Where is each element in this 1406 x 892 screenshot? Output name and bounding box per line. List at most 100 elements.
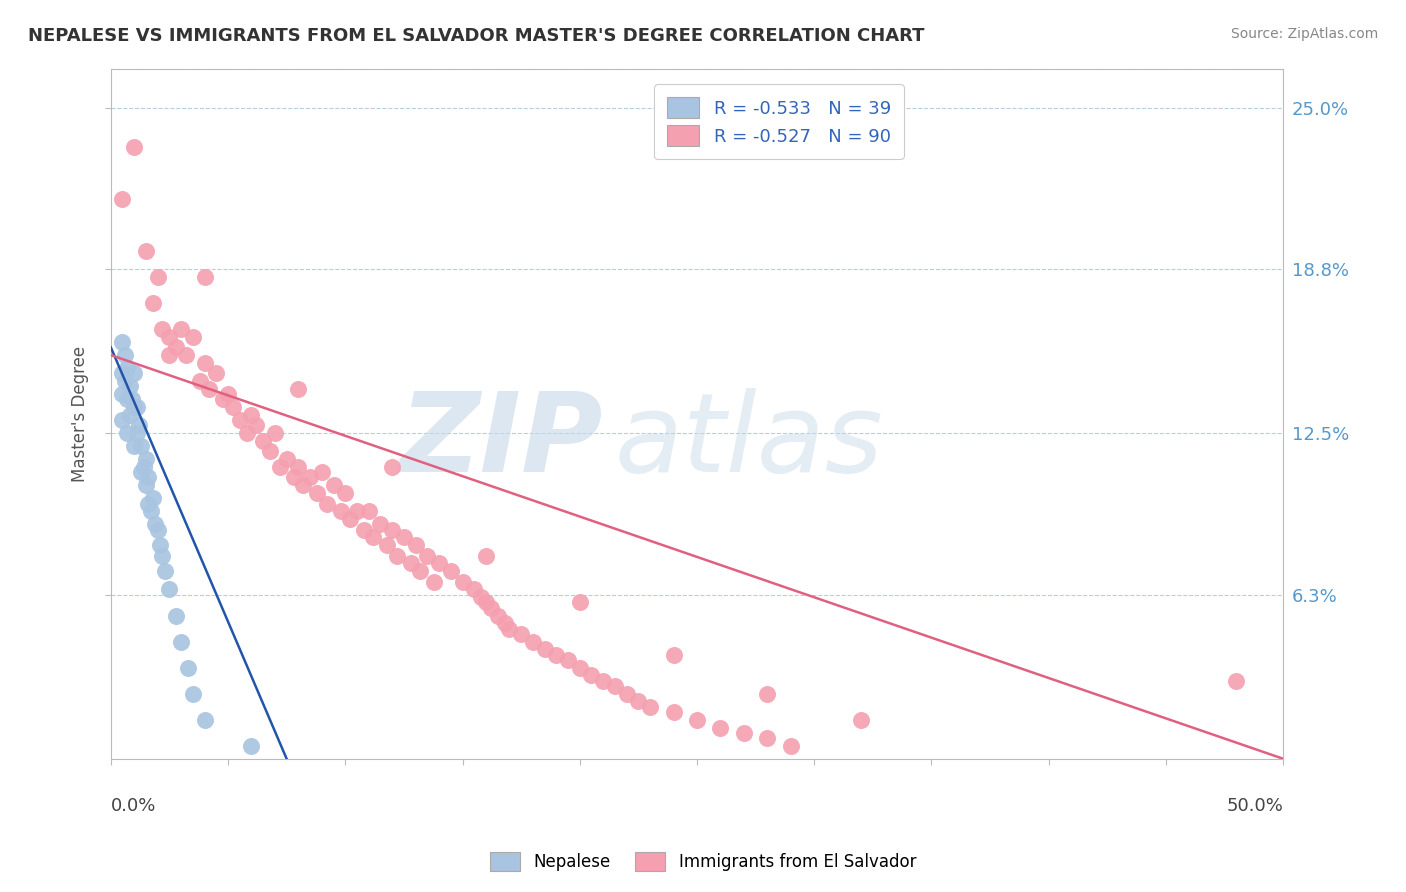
Point [353, 523, 375, 537]
Point [142, 296, 165, 310]
Point [416, 549, 439, 563]
Point [122, 400, 145, 414]
Point [146, 269, 169, 284]
Point [363, 530, 385, 544]
Point [627, 694, 650, 708]
Point [165, 340, 187, 354]
Legend: Nepalese, Immigrants from El Salvador: Nepalese, Immigrants from El Salvador [481, 843, 925, 880]
Point [125, 400, 148, 414]
Point [240, 739, 263, 753]
Point [193, 356, 215, 370]
Point [125, 426, 148, 441]
Point [217, 387, 239, 401]
Point [121, 392, 143, 407]
Point [114, 374, 136, 388]
Text: 0.0%: 0.0% [111, 797, 156, 814]
Point [122, 366, 145, 380]
Point [269, 460, 291, 475]
Point [174, 348, 197, 362]
Point [638, 699, 661, 714]
Point [399, 557, 422, 571]
Point [479, 600, 502, 615]
Point [779, 739, 801, 753]
Point [546, 648, 568, 662]
Point [170, 634, 193, 648]
Point [111, 192, 134, 206]
Text: atlas: atlas [614, 388, 883, 495]
Point [177, 660, 200, 674]
Point [592, 673, 614, 688]
Point [135, 478, 157, 492]
Point [329, 504, 352, 518]
Point [307, 486, 329, 500]
Point [229, 413, 252, 427]
Point [616, 687, 638, 701]
Point [136, 470, 159, 484]
Point [581, 668, 603, 682]
Point [557, 653, 579, 667]
Point [114, 348, 136, 362]
Point [662, 705, 685, 719]
Point [409, 564, 432, 578]
Point [157, 330, 180, 344]
Point [756, 731, 779, 745]
Point [122, 139, 145, 153]
Point [118, 408, 141, 422]
Y-axis label: Master's Degree: Master's Degree [72, 345, 89, 482]
Point [498, 622, 520, 636]
Point [157, 348, 180, 362]
Point [533, 642, 555, 657]
Point [115, 426, 138, 441]
Point [733, 725, 755, 739]
Point [475, 595, 498, 609]
Point [377, 538, 399, 552]
Point [322, 478, 344, 492]
Text: 50.0%: 50.0% [1226, 797, 1284, 814]
Point [283, 470, 305, 484]
Point [198, 382, 221, 396]
Point [142, 491, 165, 506]
Point [153, 564, 176, 578]
Point [188, 374, 211, 388]
Point [135, 244, 157, 258]
Point [129, 465, 152, 479]
Point [381, 523, 404, 537]
Point [139, 504, 162, 518]
Point [385, 549, 408, 563]
Point [357, 504, 380, 518]
Point [252, 434, 274, 448]
Point [849, 713, 872, 727]
Point [756, 687, 779, 701]
Point [510, 626, 533, 640]
Point [440, 564, 463, 578]
Point [149, 538, 172, 552]
Point [205, 366, 228, 380]
Point [287, 382, 309, 396]
Point [128, 418, 150, 433]
Point [292, 478, 315, 492]
Point [170, 322, 193, 336]
Point [132, 460, 155, 475]
Point [111, 334, 134, 349]
Point [111, 413, 134, 427]
Point [193, 269, 215, 284]
Point [311, 465, 333, 479]
Point [165, 608, 187, 623]
Point [427, 557, 450, 571]
Point [193, 713, 215, 727]
Point [568, 595, 591, 609]
Point [150, 549, 173, 563]
Point [475, 549, 498, 563]
Point [423, 574, 446, 589]
Point [346, 504, 368, 518]
Point [240, 408, 263, 422]
Point [150, 322, 173, 336]
Point [603, 679, 626, 693]
Point [486, 608, 509, 623]
Point [143, 517, 166, 532]
Point [136, 496, 159, 510]
Point [118, 379, 141, 393]
Point [335, 486, 357, 500]
Point [245, 418, 267, 433]
Text: Source: ZipAtlas.com: Source: ZipAtlas.com [1230, 27, 1378, 41]
